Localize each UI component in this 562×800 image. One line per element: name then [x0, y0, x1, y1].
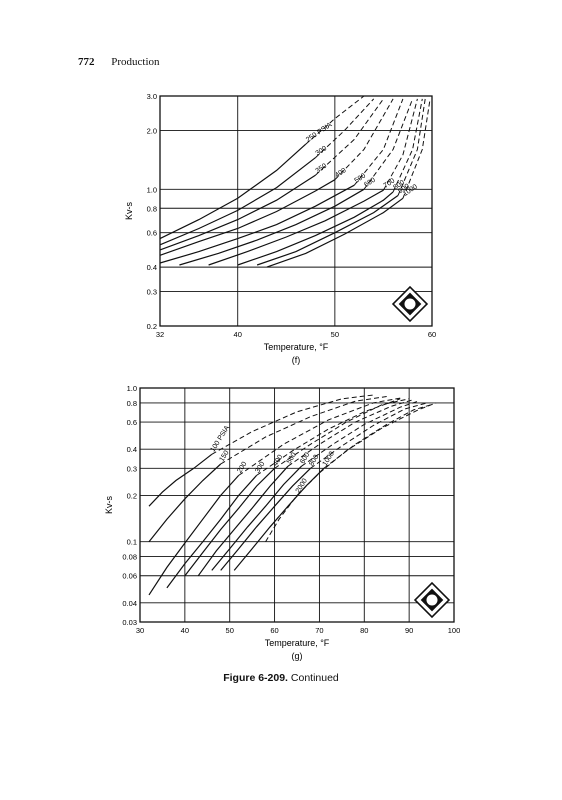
series-label: 350: [315, 163, 329, 175]
y-tick-label: 0.04: [122, 599, 137, 608]
series-label: 200: [236, 461, 248, 475]
series-label: 250 PSIA: [305, 121, 334, 144]
y-tick-label: 0.4: [147, 263, 157, 272]
series-line-solid: [148, 453, 213, 507]
y-tick-label: 0.3: [127, 464, 137, 473]
y-tick-label: 0.6: [147, 229, 157, 238]
chart-g: 30 40 50 60 70 80 90 100 0.03 0.04 0.06 0.08 0.1 0.2 0…: [104, 384, 461, 661]
series-line-dashed: [265, 402, 437, 542]
x-tick-label: 60: [270, 626, 278, 635]
y-tick-label: 0.2: [147, 322, 157, 331]
series-label: 300: [315, 145, 329, 157]
y-axis-title: Kv-s: [124, 202, 134, 221]
series-line-dashed: [220, 396, 387, 465]
series-line-solid: [220, 467, 311, 571]
y-tick-label: 3.0: [147, 92, 157, 101]
y-tick-label: 0.1: [127, 538, 137, 547]
gpsa-logo: [413, 581, 451, 619]
y-tick-label: 0.06: [122, 572, 137, 581]
series-line-dashed: [287, 399, 414, 467]
series-line-dashed: [392, 98, 423, 193]
series-line-solid: [159, 184, 355, 264]
x-tick-label: 50: [226, 626, 234, 635]
page-section-title: Production: [111, 56, 160, 68]
x-tick-label: 30: [136, 626, 144, 635]
y-tick-label: 0.8: [147, 204, 157, 213]
y-tick-label: 2.0: [147, 126, 157, 135]
series-line-solid: [159, 174, 316, 251]
series-line-solid: [237, 191, 394, 266]
series-line-dashed: [274, 398, 410, 469]
page-header: 772 Production: [78, 56, 160, 68]
y-tick-label: 0.8: [127, 399, 137, 408]
panel-label: (f): [292, 355, 301, 365]
x-axis-title: Temperature, °F: [265, 638, 330, 648]
series-line-dashed: [402, 98, 431, 199]
series-line-solid: [159, 157, 316, 246]
series-label: 400: [334, 167, 348, 179]
series-line-solid: [266, 197, 404, 268]
y-tick-label: 0.6: [127, 418, 137, 427]
x-tick-label: 50: [331, 330, 339, 339]
series-line-dashed: [323, 404, 432, 469]
x-tick-label: 32: [156, 330, 164, 339]
series-line-dashed: [353, 98, 404, 186]
gpsa-logo: [391, 285, 429, 323]
series-line-dashed: [334, 98, 394, 181]
series-line-solid: [148, 474, 240, 596]
y-tick-label: 1.0: [127, 384, 137, 393]
panel-label: (g): [292, 651, 303, 661]
series-line-dashed: [238, 397, 401, 476]
series-label: 150: [219, 449, 231, 463]
figure-caption: Figure 6-209. Continued: [0, 672, 562, 684]
series-line-solid: [159, 179, 336, 256]
logo-center: [426, 594, 438, 606]
x-tick-label: 100: [448, 626, 461, 635]
figure-number: Figure 6-209.: [223, 672, 288, 684]
series-line-solid: [211, 465, 302, 571]
series-line-solid: [197, 465, 289, 577]
series-line-dashed: [301, 400, 419, 467]
series-label: 300: [254, 461, 266, 475]
x-axis-title: Temperature, °F: [264, 342, 329, 352]
page-number: 772: [78, 56, 95, 68]
x-tick-label: 90: [405, 626, 413, 635]
series-line-dashed: [397, 98, 426, 196]
figure-caption-text: Continued: [290, 672, 339, 684]
y-tick-label: 0.03: [122, 618, 137, 627]
y-axis-title: Kv-s: [104, 496, 114, 515]
series-line-solid: [179, 188, 365, 266]
series-line-dashed: [256, 398, 401, 476]
series-line-solid: [208, 189, 384, 266]
y-tick-label: 0.08: [122, 553, 137, 562]
y-tick-label: 1.0: [147, 185, 157, 194]
series-line-solid: [256, 195, 399, 266]
y-tick-label: 0.3: [147, 288, 157, 297]
series-line-solid: [159, 143, 307, 240]
x-tick-label: 70: [315, 626, 323, 635]
logo-center: [404, 298, 416, 310]
x-tick-label: 40: [234, 330, 242, 339]
plot-frame: [159, 95, 433, 327]
series-line-dashed: [315, 98, 375, 159]
series-line-dashed: [382, 98, 418, 191]
series-line-solid: [184, 467, 276, 577]
series-line-dashed: [315, 98, 384, 176]
series-line-dashed: [310, 402, 428, 469]
series-line-dashed: [211, 394, 374, 455]
chart-f: 32 40 50 60 0.2 0.3 0.4 0.6 0.8 1.0 2.0 3.0 250 PSIA…: [124, 92, 436, 365]
series-line-solid: [148, 463, 222, 543]
series-line-dashed: [363, 98, 414, 190]
y-tick-label: 0.2: [127, 491, 137, 500]
x-tick-label: 40: [181, 626, 189, 635]
plot-frame: [139, 387, 455, 623]
series-line-dashed: [305, 95, 365, 145]
series-line-solid: [166, 474, 258, 589]
x-tick-label: 60: [428, 330, 436, 339]
y-tick-label: 0.4: [127, 445, 137, 454]
x-tick-label: 80: [360, 626, 368, 635]
